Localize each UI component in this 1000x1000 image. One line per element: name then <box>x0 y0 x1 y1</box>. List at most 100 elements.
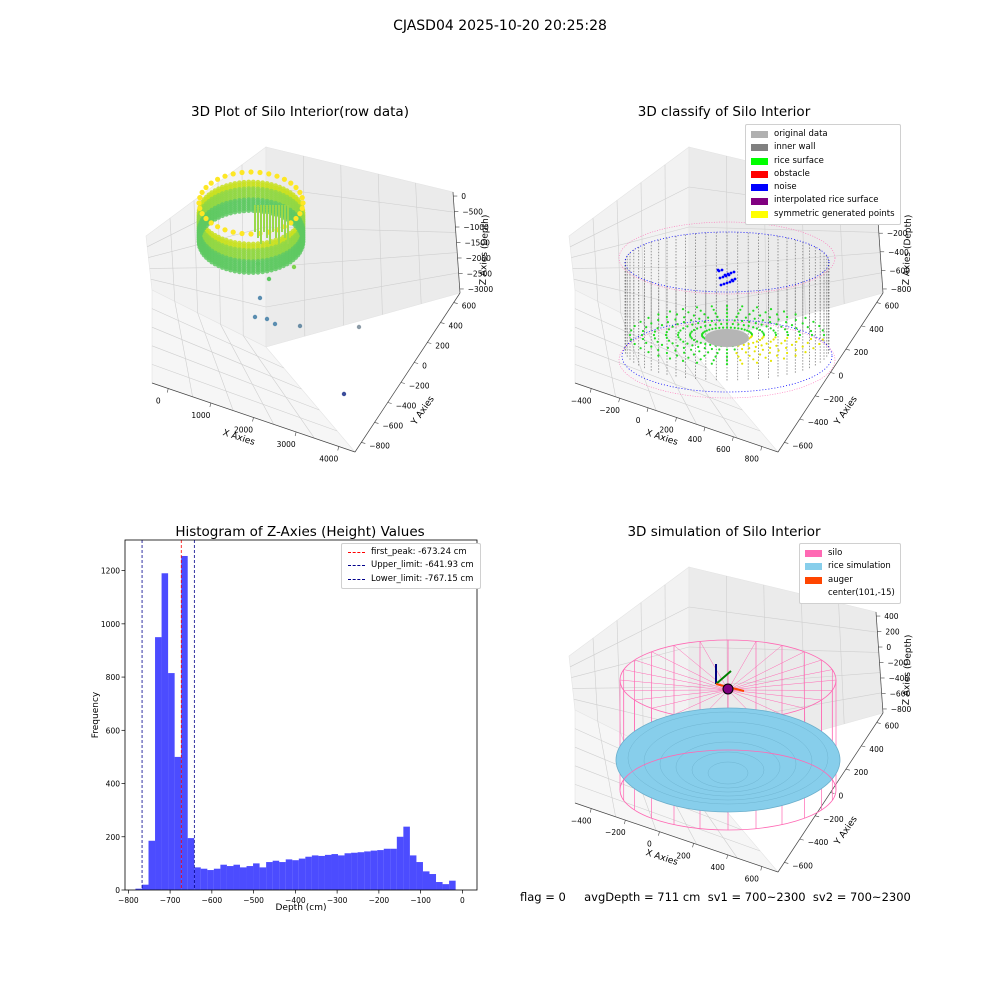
rice-surface-point <box>801 345 804 348</box>
legend-entry-auger: auger <box>805 574 895 587</box>
legend-swatch <box>751 184 768 192</box>
y-tick <box>400 382 405 384</box>
z-tick-label: −500 <box>462 208 483 217</box>
rice-surface-point <box>720 322 723 326</box>
gridline <box>340 164 344 326</box>
y-tick-label: −600 <box>383 421 404 430</box>
rice-surface-point <box>786 331 789 334</box>
rice-surface-point <box>677 331 680 334</box>
rice-surface-point <box>630 338 633 341</box>
gridline <box>574 326 725 390</box>
y-tick <box>453 302 458 304</box>
y-tick-label: 200 <box>435 342 450 351</box>
rice-surface-point <box>795 327 798 330</box>
x-tick <box>589 808 592 813</box>
z-tick-label: −3000 <box>468 285 494 294</box>
rice-surface-point <box>744 316 748 319</box>
rice-surface-point <box>705 329 708 332</box>
rice-surface-point <box>657 354 660 357</box>
legend-swatch <box>805 576 822 584</box>
rice-surface-point <box>754 322 757 325</box>
rice-surface-point <box>748 313 751 316</box>
y-tick-label: −400 <box>808 418 829 427</box>
gridline <box>664 164 667 336</box>
z-tick-label: −200 <box>888 659 909 668</box>
x-tick <box>166 388 169 393</box>
x-tick <box>760 446 763 451</box>
legend-swatch <box>805 563 822 571</box>
legend-entry-upper-limit: Upper_limit: -641.93 cm <box>348 559 474 572</box>
z-tick-label: −1000 <box>463 223 489 232</box>
rice-surface-point <box>710 305 713 308</box>
rice-surface-point <box>821 338 824 341</box>
histogram-bar <box>305 856 312 890</box>
x-tick-label: −500 <box>243 896 264 905</box>
rice-surface-point <box>668 310 672 313</box>
y-tick-label: −200 <box>409 381 430 390</box>
histogram-bar <box>357 852 365 890</box>
y-tick-label: 600 <box>106 726 121 735</box>
rice-surface-point <box>809 337 813 341</box>
histogram-bar <box>298 858 306 890</box>
x-axis-label: Depth (cm) <box>275 903 326 913</box>
histogram-bar <box>285 859 293 890</box>
x-tick-label: −200 <box>605 828 626 837</box>
rice-surface-point <box>681 359 685 362</box>
rice-surface-point <box>640 333 644 337</box>
gridline <box>150 278 267 308</box>
histogram-bar <box>148 840 156 890</box>
silo-line <box>727 659 822 691</box>
y-tick <box>784 442 789 444</box>
noise-point <box>729 271 733 275</box>
rice-surface-point <box>667 328 671 331</box>
raw-point <box>246 270 252 275</box>
raw-outlier-point <box>297 323 303 329</box>
x-tick-label: 0 <box>636 416 641 425</box>
y-tick <box>876 722 881 724</box>
gridline <box>169 218 176 302</box>
noise-ring <box>624 231 830 293</box>
rice-surface-point <box>630 329 633 332</box>
gridline <box>597 301 616 397</box>
rice-surface-point <box>712 359 715 362</box>
z-tick-label: −600 <box>890 689 911 698</box>
y-tick <box>845 768 850 771</box>
rice-surface-point <box>690 337 693 340</box>
x-tick <box>618 398 620 403</box>
rice-surface-point <box>710 319 714 323</box>
rice-surface-point <box>692 314 696 317</box>
y-tick-label: −200 <box>823 395 844 404</box>
legend-label: symmetric generated points <box>774 208 895 219</box>
raw-point <box>300 200 306 206</box>
rice-surface-point <box>666 321 670 324</box>
legend-swatch <box>751 197 768 205</box>
rice-surface-point <box>790 324 794 327</box>
raw-point <box>273 266 278 272</box>
legend-entry-obstacle: obstacle <box>751 168 895 181</box>
raw-point <box>264 268 270 274</box>
rice-surface-point <box>676 333 680 337</box>
rice-surface-point <box>639 347 642 350</box>
rice-surface-point <box>692 328 696 332</box>
y-tick-label: 0 <box>839 372 844 381</box>
y-tick <box>799 418 804 421</box>
rice-surface-point <box>752 309 755 312</box>
gridline <box>574 345 743 411</box>
rice-surface-point <box>683 351 686 354</box>
legend-entry-rice-simulation: rice simulation <box>805 560 895 573</box>
rice-surface-point <box>692 353 696 356</box>
y-tick-label: 1200 <box>101 567 120 576</box>
gridline <box>643 324 698 425</box>
raw-outlier-point <box>341 391 347 397</box>
legend-label: Lower_limit: -767.15 cm <box>371 573 474 584</box>
rice-surface-point <box>750 332 753 335</box>
rice-surface-point <box>650 322 653 325</box>
z-tick-label: −400 <box>888 248 909 257</box>
rice-surface-point <box>733 319 736 322</box>
histogram-bar <box>422 871 430 890</box>
rice-surface-point <box>737 323 740 326</box>
rice-surface-point <box>769 321 772 324</box>
histogram-bar <box>396 836 404 890</box>
rice-surface-point <box>782 357 786 360</box>
rice-surface-point <box>710 362 713 365</box>
